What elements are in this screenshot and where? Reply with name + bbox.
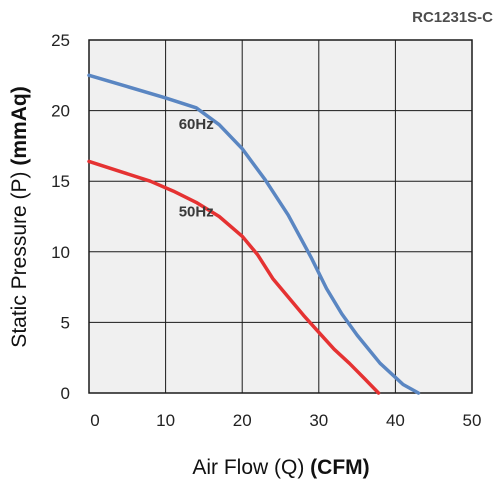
y-axis-title-text: Static Pressure (P)	[8, 171, 31, 347]
series-label-60hz: 60Hz	[179, 116, 214, 133]
y-tick-label-20: 20	[51, 102, 70, 121]
x-tick-label-0: 0	[90, 411, 99, 430]
x-tick-label-20: 20	[233, 411, 252, 430]
y-axis-title: Static Pressure (P) (mmAq)	[8, 86, 31, 347]
series-line-60hz	[87, 73, 421, 395]
y-tick-label-15: 15	[51, 172, 70, 191]
series-label-group: 60Hz 50Hz	[179, 116, 214, 221]
y-tick-label-0: 0	[61, 384, 70, 403]
y-axis-title-unit: (mmAq)	[8, 86, 31, 165]
x-tick-label-10: 10	[156, 411, 175, 430]
x-tick-label-30: 30	[309, 411, 328, 430]
x-tick-labels: 0 10 20 30 40 50	[90, 411, 481, 430]
plot-area	[88, 39, 473, 394]
x-axis-title-text: Air Flow (Q)	[192, 456, 304, 479]
series-line-50hz	[87, 159, 381, 395]
x-tick-label-50: 50	[463, 411, 482, 430]
series-group	[87, 73, 421, 395]
y-tick-label-25: 25	[51, 31, 70, 50]
x-axis-title: Air Flow (Q) (CFM)	[192, 456, 369, 479]
x-tick-label-40: 40	[386, 411, 405, 430]
model-label: RC1231S-C	[412, 9, 493, 26]
x-axis-title-unit: (CFM)	[310, 456, 369, 479]
y-tick-label-10: 10	[51, 243, 70, 262]
y-tick-label-5: 5	[61, 313, 70, 332]
y-tick-labels: 0 5 10 15 20 25	[51, 31, 70, 403]
series-label-50hz: 50Hz	[179, 204, 214, 221]
